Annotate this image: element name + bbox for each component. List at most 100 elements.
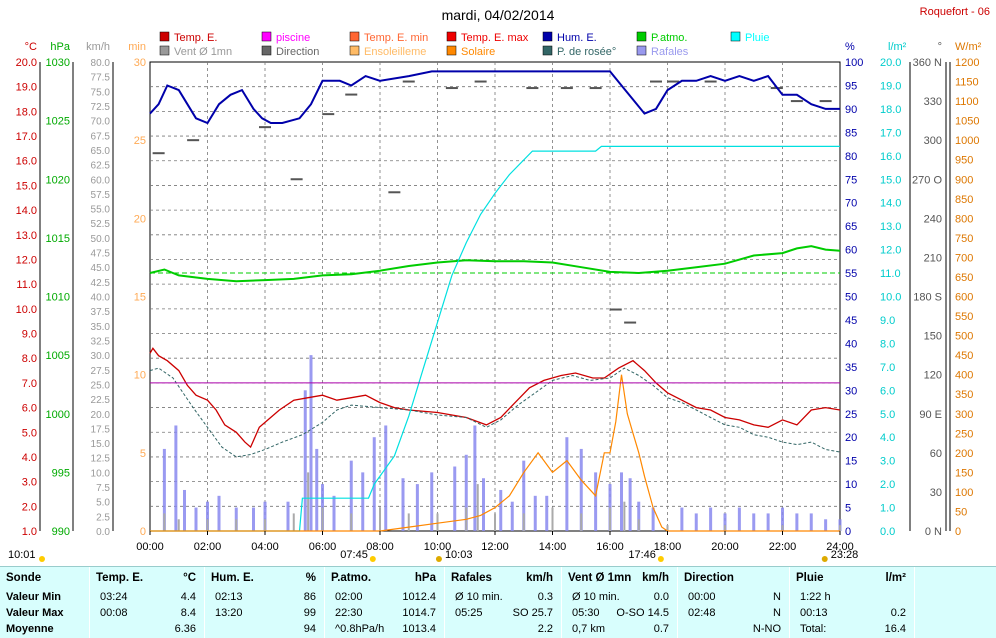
direction-mark [704, 80, 717, 83]
wind-tick-label: 55.0 [91, 205, 111, 216]
rain-tick-label: 8.0 [880, 338, 895, 350]
stats-time: Ø 10 min. [572, 591, 620, 603]
wind-tick-label: 2.5 [96, 512, 110, 523]
dir-tick-label: 30 [930, 487, 942, 499]
gust-bar [579, 448, 583, 531]
rain-tick-label: 17.0 [880, 127, 901, 139]
solar-tick-label: 400 [955, 370, 973, 382]
wind-tick-label: 10.0 [91, 468, 111, 479]
solar-tick-label: 200 [955, 448, 973, 460]
temp-tick-label: 1.0 [22, 526, 37, 538]
hum-tick-label: 55 [845, 268, 857, 280]
stats-value: 86 [303, 591, 316, 603]
gust-bar [628, 478, 632, 531]
x-tick-label: 16:00 [596, 541, 624, 553]
temp-tick-label: 10.0 [16, 304, 37, 316]
wind-tick-label: 42.5 [91, 278, 111, 289]
x-tick-label: 10:00 [424, 541, 452, 553]
solar-tick-label: 1100 [955, 96, 979, 108]
x-tick-label: 20:00 [711, 541, 739, 553]
stats-time: 0,7 km [572, 623, 606, 635]
dir-tick-label: 300 [924, 135, 942, 147]
hum-tick-label: 90 [845, 104, 857, 116]
x-tick-label: 12:00 [481, 541, 509, 553]
solar-tick-label: 100 [955, 487, 973, 499]
temp-tick-label: 11.0 [16, 279, 37, 291]
temp-tick-label: 19.0 [16, 82, 37, 94]
legend-label: Rafales [651, 46, 689, 58]
press-tick-label: 1025 [46, 116, 70, 128]
legend: Temp. E. piscine Temp. E. min Temp. E. max H… [159, 31, 769, 58]
x-tick-label: 00:00 [136, 541, 164, 553]
series-solaire [150, 374, 840, 532]
legend-label: Direction [276, 46, 319, 58]
legend-swatch [349, 45, 360, 56]
wind-tick-label: 37.5 [91, 307, 111, 318]
stats-value: 8.4 [180, 607, 196, 619]
wind-tick-label: 62.5 [91, 161, 111, 172]
solar-tick-label: 850 [955, 194, 973, 206]
gust-bar [723, 513, 727, 531]
press-tick-label: 1005 [46, 350, 70, 362]
legend-label: P. de rosée° [557, 46, 616, 58]
rain-tick-label: 2.0 [880, 479, 895, 491]
wind-bar [235, 519, 238, 531]
rain-tick-label: 3.0 [880, 456, 895, 468]
wind-gust-bars [152, 80, 842, 531]
wind-tick-label: 27.5 [91, 366, 111, 377]
rain-tick-label: 4.0 [880, 432, 895, 444]
sun-moon-time: 23:28 [831, 549, 859, 561]
solar-tick-label: 150 [955, 467, 973, 479]
direction-mark [819, 100, 832, 103]
stats-time: 1:22 h [800, 591, 831, 603]
hum-tick-label: 35 [845, 362, 857, 374]
direction-mark [790, 100, 803, 103]
wind-bar [580, 513, 583, 531]
wind-tick-label: 67.5 [91, 131, 111, 142]
sun-moon-icon [657, 556, 664, 562]
wind-bar [407, 513, 410, 531]
temp-tick-label: 14.0 [16, 205, 37, 217]
stats-value: 0.0 [653, 591, 669, 603]
legend-swatch [636, 45, 647, 56]
wind-bar [163, 513, 166, 531]
rain-tick-label: 16.0 [880, 151, 901, 163]
temp-tick-label: 4.0 [22, 452, 37, 464]
wind-tick-label: 15.0 [91, 439, 111, 450]
dir-tick-label: 210 [924, 252, 942, 264]
direction-mark [560, 87, 573, 90]
legend-swatch [261, 31, 272, 42]
wind-bar [623, 501, 626, 531]
wind-tick-label: 75.0 [91, 87, 111, 98]
dir-tick-label: 270 O [912, 174, 942, 186]
solar-tick-label: 1200 [955, 57, 979, 69]
stats-time: 22:30 [335, 607, 363, 619]
rain-tick-label: 6.0 [880, 385, 895, 397]
legend-swatch [159, 45, 170, 56]
stats-time: Ø 10 min. [455, 591, 503, 603]
wind-tick-label: 5.0 [96, 498, 110, 509]
dir-tick-label: 90 E [919, 409, 942, 421]
stats-header: Direction [684, 572, 734, 584]
stats-row-label: Valeur Max [6, 607, 64, 619]
temp-tick-label: 9.0 [22, 329, 37, 341]
wind-tick-label: 60.0 [91, 175, 111, 186]
x-tick-label: 14:00 [539, 541, 567, 553]
temp-tick-label: 2.0 [22, 501, 37, 513]
hum-tick-label: 50 [845, 292, 857, 304]
solar-tick-label: 750 [955, 233, 973, 245]
temp-tick-label: 20.0 [16, 57, 37, 69]
solar-tick-label: 950 [955, 155, 973, 167]
gust-bar [781, 507, 784, 531]
wind-bar [781, 525, 784, 531]
wind-unit-label: km/h [86, 41, 110, 53]
gust-bar [194, 507, 198, 531]
stats-header: Pluie [796, 572, 824, 584]
gust-bar [252, 507, 255, 531]
dir-unit-label: ° [938, 41, 942, 53]
sun-moon-icon [435, 556, 442, 562]
direction-mark [402, 80, 415, 83]
gust-bar [752, 513, 756, 531]
stats-unit: % [305, 572, 316, 584]
gust-bar [766, 513, 770, 531]
